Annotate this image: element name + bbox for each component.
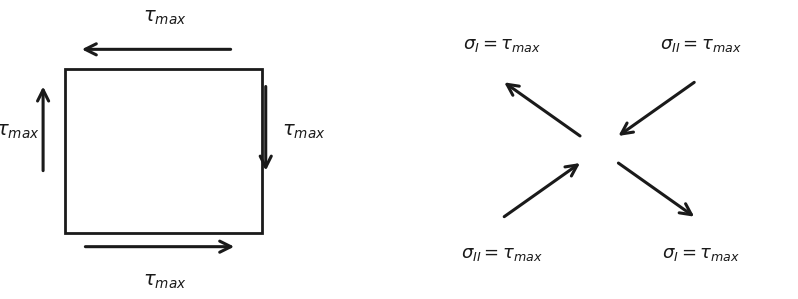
Text: $\tau_{max}$: $\tau_{max}$: [144, 8, 187, 28]
Text: $\sigma_{II} = \tau_{max}$: $\sigma_{II} = \tau_{max}$: [660, 36, 741, 54]
Text: $\tau_{max}$: $\tau_{max}$: [282, 122, 326, 141]
Polygon shape: [65, 69, 262, 233]
Text: $\tau_{max}$: $\tau_{max}$: [0, 122, 40, 141]
Text: $\sigma_I = \tau_{max}$: $\sigma_I = \tau_{max}$: [662, 245, 740, 263]
Text: $\sigma_{II} = \tau_{max}$: $\sigma_{II} = \tau_{max}$: [461, 245, 543, 263]
Text: $\sigma_I = \tau_{max}$: $\sigma_I = \tau_{max}$: [463, 36, 541, 54]
Text: $\tau_{max}$: $\tau_{max}$: [144, 271, 187, 291]
